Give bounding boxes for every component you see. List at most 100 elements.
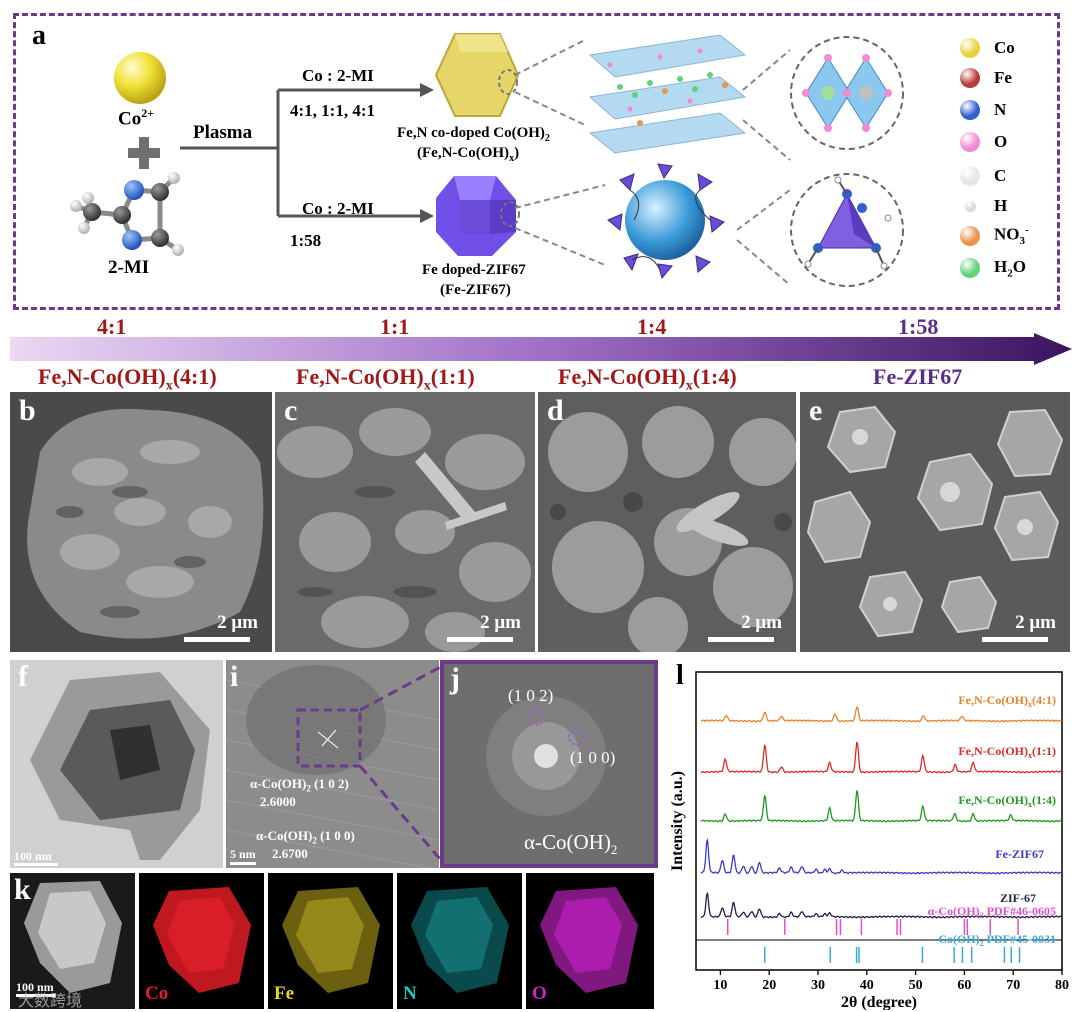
eds-map-o: O (526, 873, 654, 1009)
legend-dot-icon (960, 226, 980, 246)
legend-dot-icon (960, 132, 980, 152)
lower-product-name: Fe doped-ZIF67 (422, 262, 526, 278)
legend-item-3: O (960, 129, 1007, 155)
x-tick-label: 10 (713, 978, 727, 993)
2-mi-label: 2-MI (108, 257, 150, 278)
panel-letter-k: k (14, 873, 31, 906)
x-tick-label: 30 (811, 978, 825, 993)
plot-frame (695, 671, 1063, 971)
zoom-connector-lines (515, 39, 791, 286)
sample-title-1-4: Fe,N-Co(OH)x(1:4) (558, 364, 737, 394)
plasma-label: Plasma (193, 122, 253, 143)
xrd-series-line (700, 891, 1063, 919)
eds-map-co-shape (139, 873, 264, 1009)
legend-item-5: H (960, 193, 1007, 219)
eds-label-n: N (403, 983, 417, 1004)
legend-label: C (994, 166, 1007, 185)
panel-letter-i: i (230, 660, 239, 693)
legend-dot-icon (960, 100, 980, 120)
legend-dot-icon (960, 258, 980, 278)
scale-text-e: 2 μm (1015, 612, 1056, 633)
scale-text-i: 5 nm (230, 847, 256, 861)
sample-title-fe-zif67: Fe-ZIF67 (873, 364, 963, 389)
sample-title-1-1: Fe,N-Co(OH)x(1:1) (296, 364, 475, 394)
xrd-series-label: Fe-ZIF67 (995, 847, 1044, 861)
lower-product-abbr: (Fe-ZIF67) (440, 282, 511, 298)
x-tick-label: 20 (762, 978, 776, 993)
tem-image-f: f 100 nm (10, 660, 223, 868)
xrd-chart: Fe,N-Co(OH)x(4:1) Fe,N-Co(OH)x(1:1) Fe,N-C… (669, 671, 1069, 1010)
fft-spot-100: (1 0 0) (570, 748, 616, 767)
eds-map-fe: Fe (268, 873, 393, 1009)
scale-text-c: 2 μm (480, 612, 521, 633)
fft-texture-j (444, 664, 654, 864)
hrtem-image-i: i α-Co(OH)2 (1 0 2) 2.6000 α-Co(OH)2 (1 … (226, 660, 439, 868)
co-ion-label: Co2+ (118, 106, 155, 130)
x-tick-label: 60 (957, 978, 971, 993)
scale-text-k: 100 nm (16, 980, 54, 994)
scale-bar-c (447, 637, 513, 642)
x-tick-label: 70 (1006, 978, 1020, 993)
xrd-series-line (700, 741, 1063, 774)
2-mi-molecule-icon (70, 172, 184, 256)
xrd-series-label: ZIF-67 (1000, 891, 1036, 905)
eds-label-co: Co (145, 983, 169, 1004)
xrd-series-label: Fe,N-Co(OH)x(1:1) (958, 744, 1056, 760)
ratio-gradient-arrow (10, 333, 1072, 365)
ratio-label-1-4: 1:4 (637, 314, 667, 339)
sem-image-c: c 2 μm (275, 392, 535, 652)
x-tick-label: 50 (909, 978, 923, 993)
legend-dot-icon (960, 38, 980, 58)
legend-label: Co (994, 38, 1015, 57)
sem-image-e: e 2 μm (800, 392, 1070, 652)
eds-map-n-shape (397, 873, 522, 1009)
panel-letter-c: c (284, 394, 298, 427)
fft-zoom-connector (360, 662, 448, 867)
ratio-label-1-1: 1:1 (380, 314, 410, 339)
legend-dot-icon (965, 200, 976, 212)
panel-letter-a: a (32, 20, 46, 51)
hrtem-d-spacing-102: 2.6000 (260, 794, 296, 809)
reference-label: α-Co(OH)2 PDF#46-0605 (928, 904, 1056, 920)
panel-letter-j: j (450, 662, 460, 695)
scale-bar-f (14, 863, 58, 866)
upper-product-name: Fe,N co-doped Co(OH)2 (397, 125, 550, 144)
tem-texture-f (10, 660, 223, 868)
sem-texture-e (800, 392, 1070, 652)
panel-letter-d: d (547, 394, 564, 427)
lower-ratio: 1:58 (290, 231, 322, 250)
sem-image-d: d 2 μm (538, 392, 796, 652)
tetrahedron-zoom-icon (790, 173, 904, 287)
zif67-framework-icon (607, 163, 725, 280)
legend-dot-icon (960, 166, 980, 186)
legend-label: H (994, 196, 1008, 215)
legend-label: N (994, 100, 1007, 119)
xrd-series-line (700, 837, 1063, 875)
co-oh-hexagon-plate-icon (434, 33, 520, 117)
scale-bar-k (16, 994, 56, 997)
xrd-series-label: Fe,N-Co(OH)x(4:1) (958, 693, 1056, 709)
x-tick-label: 80 (1055, 978, 1069, 993)
legend-item-7: H2O (960, 255, 1026, 281)
panel-letter-l: l (676, 660, 684, 691)
atom-legend: Co Fe N O C H NO3- H2O (960, 35, 1060, 295)
ratio-label-1-58: 1:58 (898, 314, 939, 339)
octahedron-zoom-icon (790, 36, 904, 150)
sem-image-b: b 2 μm (10, 392, 272, 652)
hrtem-texture-i (226, 660, 439, 868)
layered-hydroxide-structure-icon (588, 35, 747, 154)
xrd-series-line (700, 789, 1063, 823)
eds-map-n: N (397, 873, 522, 1009)
scale-bar-i (230, 862, 256, 865)
upper-ratios: 4:1, 1:1, 4:1 (290, 101, 375, 120)
sem-texture-d (538, 392, 796, 652)
upper-product-abbr: (Fe,N-Co(OH)x) (417, 145, 520, 164)
legend-item-4: C (960, 163, 1006, 189)
y-axis-label: Intensity (a.u.) (669, 771, 686, 871)
haadf-image-k: k 100 nm 大数跨境 (10, 873, 135, 1009)
xrd-series-line (700, 706, 1063, 723)
eds-map-fe-shape (268, 873, 393, 1009)
synthesis-route-arrows (180, 83, 434, 223)
scale-bar-e (982, 637, 1048, 642)
legend-item-2: N (960, 97, 1006, 123)
